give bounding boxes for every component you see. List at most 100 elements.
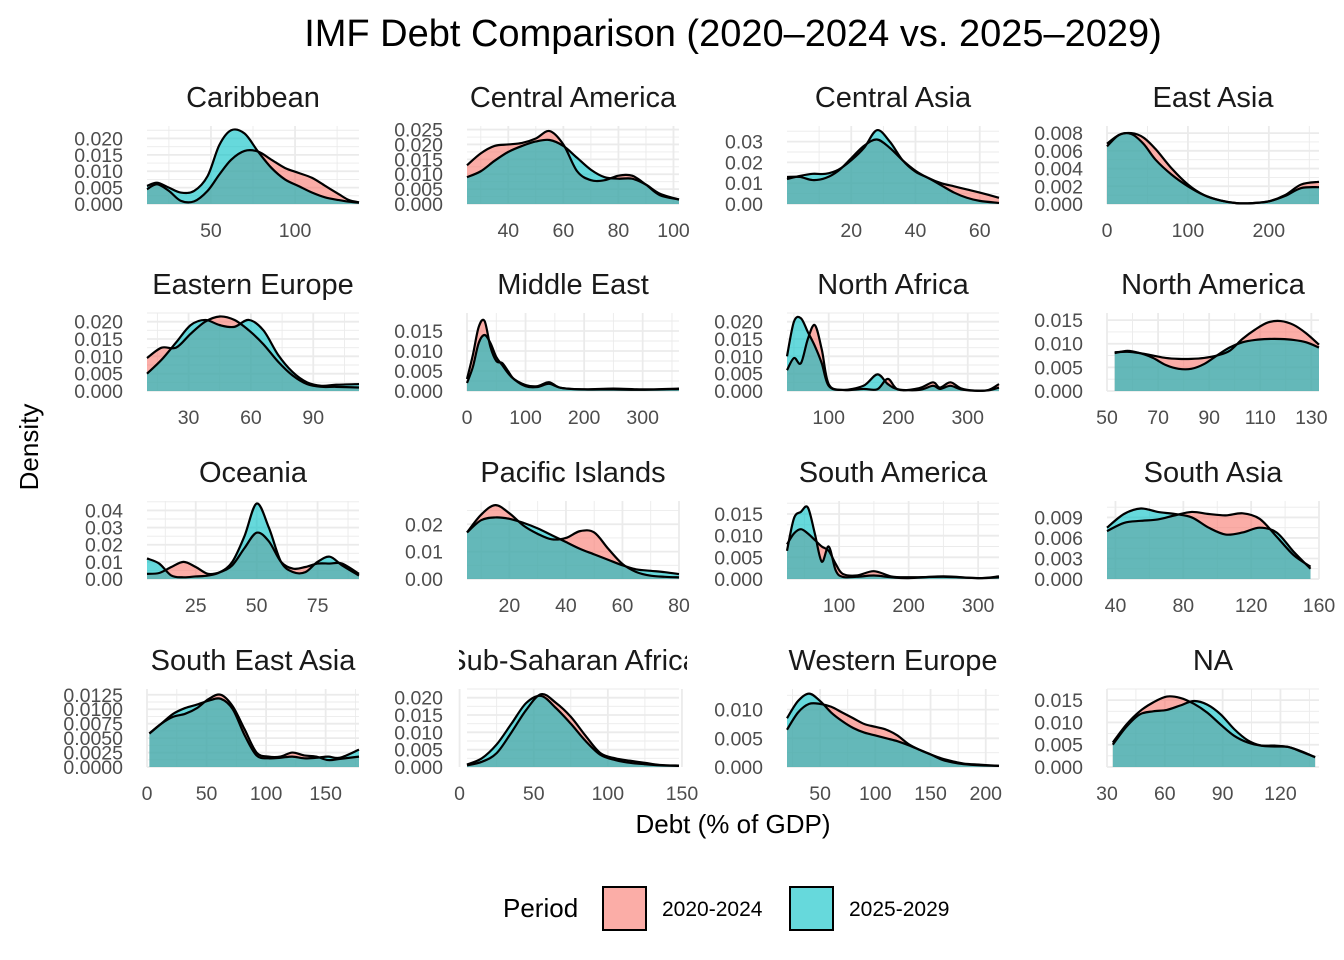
density-line-2025-2029	[1111, 699, 1316, 759]
y-tick-label: 0.0050	[63, 728, 123, 750]
x-tick-label: 60	[1154, 783, 1176, 805]
y-tick-label: 0.005	[74, 178, 123, 200]
y-tick-label: 0.005	[394, 740, 443, 762]
y-tick-label: 0.000	[394, 757, 443, 779]
x-tick-label: 300	[962, 595, 995, 617]
y-tick-label: 0.008	[1034, 123, 1083, 145]
x-tick-label: 80	[1172, 595, 1194, 617]
density-area-2025-2029	[467, 139, 679, 204]
density-line-2020-2024	[466, 129, 680, 201]
y-tick-label: 0.000	[394, 194, 443, 216]
y-tick-label: 0.020	[74, 312, 123, 334]
legend-label-2025-2029: 2025-2029	[849, 898, 949, 921]
x-tick-label: 100	[859, 783, 892, 805]
x-tick-label: 100	[592, 783, 625, 805]
facet-north-africa: North Africa 100 200 300 0.0000.0050.0100.01…	[714, 269, 1000, 429]
x-tick-label: 120	[1264, 783, 1297, 805]
y-tick-label: 0.015	[714, 329, 763, 351]
y-tick-label: 0.025	[394, 120, 443, 142]
density-line-2020-2024	[786, 138, 1000, 199]
y-tick-label: 0.0025	[63, 743, 123, 765]
y-tick-label: 0.03	[725, 132, 763, 154]
y-tick-label: 0.005	[394, 179, 443, 201]
y-tick-label: 0.010	[714, 346, 763, 368]
x-tick-label: 50	[200, 220, 222, 242]
y-tick-label: 0.020	[394, 134, 443, 156]
x-tick-label: 110	[1245, 407, 1276, 429]
density-line-2025-2029	[786, 692, 1000, 767]
density-line-2025-2029	[785, 505, 1000, 580]
facet-title: South East Asia	[151, 645, 357, 677]
y-tick-label: 0.002	[1034, 176, 1083, 198]
y-tick-label: 0.000	[714, 381, 763, 403]
density-area-2025-2029	[787, 506, 999, 579]
facet-title: NA	[1193, 645, 1234, 677]
y-tick-label: 0.005	[714, 728, 763, 750]
density-line-2025-2029	[146, 502, 360, 579]
x-tick-label: 120	[1235, 595, 1268, 617]
x-tick-label: 20	[499, 595, 521, 617]
x-tick-label: 0	[462, 407, 473, 429]
facet-western-europe: Western Europe 50 100 150 200 0.000 0.005 0.010	[714, 645, 1002, 805]
y-tick-label: 0.005	[74, 364, 123, 386]
facet-title: South America	[799, 457, 988, 489]
facet-title: East Asia	[1153, 82, 1275, 114]
facet-title: North Africa	[817, 269, 969, 301]
density-line-2020-2024	[146, 531, 360, 576]
x-tick-label: 50	[246, 595, 268, 617]
x-tick-label: 200	[969, 783, 1002, 805]
density-line-2025-2029	[466, 694, 680, 768]
density-line-2020-2024	[1106, 510, 1312, 568]
y-tick-label: 0.000	[1034, 757, 1083, 779]
facet-title: North America	[1121, 269, 1306, 301]
y-tick-label: 0.015	[394, 321, 443, 343]
facet-title: Eastern Europe	[152, 269, 354, 301]
density-line-2025-2029	[1106, 131, 1320, 205]
x-tick-label: 0	[142, 783, 153, 805]
density-line-2020-2024	[466, 692, 680, 767]
x-tick-label: 50	[523, 783, 545, 805]
y-tick-label: 0.00	[85, 569, 123, 591]
legend: Period 2020-2024 2025-2029	[503, 886, 949, 931]
x-tick-label: 130	[1295, 407, 1328, 429]
x-tick-label: 0	[1102, 220, 1113, 242]
y-tick-label: 0.01	[405, 542, 443, 564]
x-tick-label: 20	[840, 220, 862, 242]
legend-swatch-2020-2024	[602, 886, 647, 931]
x-tick-label: 80	[668, 595, 690, 617]
x-tick-label: 150	[666, 783, 699, 805]
y-tick-label: 0.015	[1034, 310, 1083, 332]
x-tick-label: 40	[905, 220, 927, 242]
density-area-2025-2029	[787, 693, 999, 767]
facet-title: Middle East	[497, 269, 649, 301]
x-tick-label: 160	[1303, 595, 1336, 617]
y-axis-label: Density	[14, 404, 44, 491]
density-line-2025-2029	[146, 318, 360, 387]
y-tick-label: 0.010	[1034, 334, 1083, 356]
x-tick-label: 60	[969, 220, 991, 242]
x-tick-label: 300	[626, 407, 659, 429]
density-line-2025-2029	[148, 697, 360, 760]
y-tick-label: 0.01	[85, 552, 123, 574]
x-tick-label: 25	[185, 595, 207, 617]
y-tick-label: 0.000	[714, 757, 763, 779]
y-tick-label: 0.020	[714, 312, 763, 334]
x-axis-label: Debt (% of GDP)	[635, 809, 830, 839]
density-area-2025-2029	[147, 319, 359, 391]
x-tick-label: 40	[555, 595, 577, 617]
y-tick-label: 0.015	[394, 149, 443, 171]
density-area-2025-2029	[149, 698, 359, 767]
y-tick-label: 0.004	[1034, 159, 1083, 181]
density-area-2025-2029	[787, 130, 999, 204]
legend-swatch-2025-2029	[789, 886, 834, 931]
density-line-2025-2029	[1106, 507, 1312, 570]
y-tick-label: 0.005	[714, 547, 763, 569]
facet-title: South Asia	[1144, 457, 1284, 489]
y-tick-label: 0.010	[714, 700, 763, 722]
density-line-2025-2029	[466, 138, 680, 201]
y-tick-label: 0.03	[85, 518, 123, 540]
y-tick-label: 0.005	[714, 364, 763, 386]
density-line-2020-2024	[786, 323, 1000, 392]
